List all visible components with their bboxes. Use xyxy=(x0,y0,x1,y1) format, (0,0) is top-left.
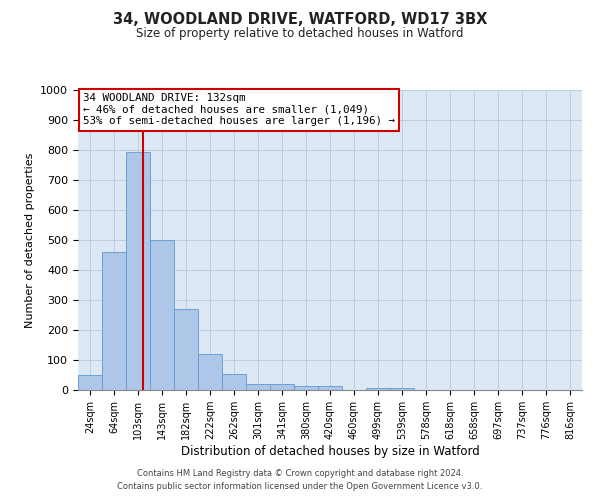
Bar xyxy=(102,252,126,390)
Y-axis label: Number of detached properties: Number of detached properties xyxy=(25,152,35,328)
Bar xyxy=(366,388,390,390)
Bar xyxy=(198,354,222,390)
Bar xyxy=(318,386,342,390)
Bar xyxy=(78,375,102,390)
Bar xyxy=(390,388,414,390)
Bar xyxy=(222,374,246,390)
Bar xyxy=(126,152,150,390)
Text: Size of property relative to detached houses in Watford: Size of property relative to detached ho… xyxy=(136,28,464,40)
Text: Contains public sector information licensed under the Open Government Licence v3: Contains public sector information licen… xyxy=(118,482,482,491)
Bar xyxy=(246,384,270,390)
Text: 34, WOODLAND DRIVE, WATFORD, WD17 3BX: 34, WOODLAND DRIVE, WATFORD, WD17 3BX xyxy=(113,12,487,28)
Bar xyxy=(294,386,318,390)
Bar xyxy=(150,240,174,390)
Text: 34 WOODLAND DRIVE: 132sqm
← 46% of detached houses are smaller (1,049)
53% of se: 34 WOODLAND DRIVE: 132sqm ← 46% of detac… xyxy=(83,93,395,126)
Bar xyxy=(270,384,294,390)
X-axis label: Distribution of detached houses by size in Watford: Distribution of detached houses by size … xyxy=(181,445,479,458)
Bar xyxy=(174,309,198,390)
Text: Contains HM Land Registry data © Crown copyright and database right 2024.: Contains HM Land Registry data © Crown c… xyxy=(137,468,463,477)
